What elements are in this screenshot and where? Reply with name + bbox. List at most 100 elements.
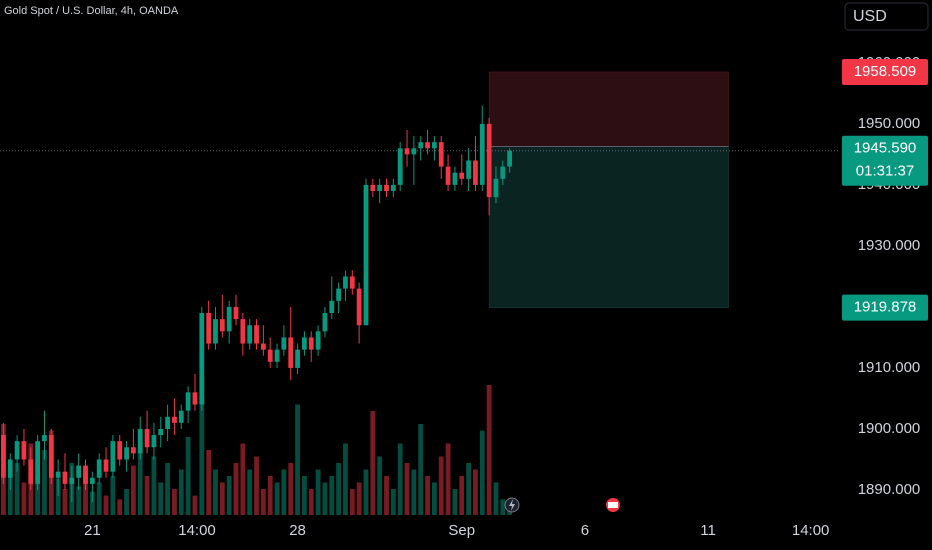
- candle-body: [308, 337, 314, 350]
- volume-bar: [329, 476, 335, 515]
- volume-bar: [281, 469, 287, 515]
- countdown-label: 01:31:37: [856, 163, 914, 180]
- candle-body: [178, 410, 184, 423]
- candle-body: [103, 459, 109, 472]
- x-tick-label: 21: [84, 522, 101, 539]
- candle-body: [452, 172, 458, 185]
- candle-body: [96, 459, 102, 478]
- event-icons: [504, 497, 620, 513]
- x-tick-label: 28: [289, 522, 306, 539]
- candle-body: [76, 465, 82, 478]
- candle-body: [295, 349, 300, 368]
- volume-bar: [343, 443, 348, 515]
- candle-body: [431, 142, 437, 149]
- volume-bar: [274, 482, 280, 515]
- candle-body: [137, 428, 143, 454]
- candle-body: [35, 441, 41, 484]
- volume-bar: [493, 482, 499, 515]
- candle-body: [384, 184, 389, 191]
- candle-body: [363, 184, 369, 326]
- volume-bar: [192, 495, 198, 515]
- candle-body: [192, 392, 198, 405]
- volume-bar: [302, 476, 307, 515]
- candle-body: [356, 288, 362, 326]
- price-tag: [842, 135, 928, 186]
- candle-body: [438, 142, 444, 167]
- volume-bar: [219, 482, 225, 515]
- volume-bar: [144, 476, 150, 515]
- volume-bar: [473, 469, 478, 515]
- candle-body: [473, 160, 478, 185]
- candle-body: [1, 435, 6, 478]
- stop-zone: [488, 71, 729, 147]
- candle-body: [254, 325, 259, 344]
- y-tick-label: 1910.000: [858, 359, 921, 376]
- candle-body: [55, 471, 61, 478]
- y-tick-label: 1890.000: [858, 481, 921, 498]
- x-tick-label: 14:00: [178, 522, 216, 539]
- candle-body: [322, 313, 328, 332]
- volume-bar: [185, 437, 191, 515]
- y-tick-label: 1900.000: [858, 420, 921, 437]
- candle-body: [83, 465, 88, 484]
- candle-body: [247, 325, 253, 344]
- price-tag-label: 1945.590: [854, 140, 917, 157]
- volume-bar: [83, 469, 88, 515]
- volume-bar: [466, 463, 471, 515]
- volume-bar: [322, 482, 328, 515]
- candle-body: [349, 276, 355, 289]
- candle-body: [199, 313, 205, 405]
- volume-bar: [356, 482, 362, 515]
- candle-body: [172, 416, 177, 423]
- volume-bar: [384, 476, 389, 515]
- candle-body: [281, 337, 287, 350]
- candle-body: [21, 441, 27, 460]
- volume-bar: [178, 469, 184, 515]
- candle-body: [240, 319, 246, 344]
- volume-bar: [240, 443, 246, 515]
- volume-bar: [206, 450, 212, 515]
- volume-bar: [7, 469, 13, 515]
- candle-body: [219, 319, 225, 332]
- candle-body: [48, 435, 54, 478]
- candle-body: [62, 471, 68, 484]
- volume-bar: [76, 486, 82, 515]
- volume-bar: [377, 456, 383, 515]
- volume-bar: [117, 499, 123, 515]
- price-axis-panel: [838, 32, 932, 515]
- volume-bar: [397, 443, 403, 515]
- currency-label[interactable]: USD: [853, 8, 887, 25]
- candle-body: [459, 172, 465, 179]
- candle-body: [185, 392, 191, 411]
- volume-bar: [233, 463, 239, 515]
- volume-bar: [131, 465, 136, 515]
- candle-body: [397, 148, 403, 185]
- volume-bar: [172, 489, 177, 515]
- candle-body: [124, 447, 129, 460]
- candle-body: [14, 441, 20, 460]
- volume-bar: [500, 499, 506, 515]
- candle-body: [110, 441, 116, 472]
- candle-body: [493, 178, 499, 198]
- candle-body: [404, 148, 410, 155]
- volume-bar: [35, 476, 41, 515]
- volume-bar: [479, 430, 485, 515]
- candle-body: [411, 148, 417, 155]
- volume-bar: [96, 482, 102, 515]
- volume-bar: [254, 456, 259, 515]
- volume-bar: [349, 489, 355, 515]
- candle-body: [144, 428, 150, 448]
- x-tick-label: 6: [581, 522, 589, 539]
- x-tick-label: Sep: [448, 522, 475, 539]
- candle-body: [213, 319, 218, 344]
- target-zone: [488, 146, 729, 308]
- position-layer: [0, 71, 838, 308]
- y-tick-label: 1930.000: [858, 237, 921, 254]
- volume-bar: [42, 450, 47, 515]
- volume-bar: [103, 495, 109, 515]
- volume-bar: [199, 398, 205, 515]
- price-tag: [842, 58, 928, 85]
- volume-bar: [308, 489, 314, 515]
- currency-button[interactable]: [844, 2, 929, 31]
